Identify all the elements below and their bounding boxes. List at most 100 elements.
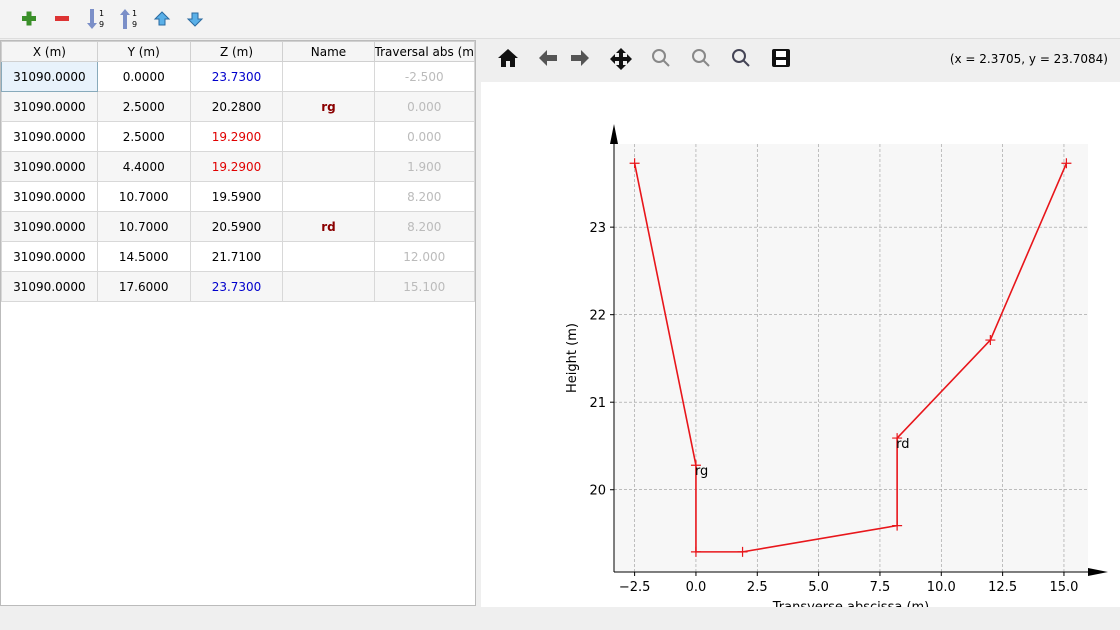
table-row: 31090.0000 14.5000 21.7100 12.000 (1, 241, 476, 272)
table-cell: 0.000 (373, 121, 476, 152)
y-axis-label: Height (m) (565, 323, 580, 393)
table-cell (282, 121, 375, 152)
table-cell: 19.2900 (189, 121, 284, 152)
table-panel: X (m) Y (m) Z (m) Name Traversal abs (m 31090… (0, 40, 476, 606)
table-cell: 8.200 (373, 181, 476, 212)
table-cell (282, 241, 375, 272)
table-cell: 10.7000 (96, 181, 191, 212)
plot-panel: (x = 2.3705, y = 23.7084) −2.5 0.0 2.5 5.0 7… (481, 40, 1120, 607)
table-cell: 10.7000 (96, 211, 191, 242)
table-cell: 2.5000 (96, 121, 191, 152)
x-tick-label: 7.5 (870, 580, 891, 595)
pan-button[interactable] (610, 48, 632, 70)
table-cell: 12.000 (373, 241, 476, 272)
table-cell: 4.4000 (96, 151, 191, 182)
table-row: 31090.0000 17.6000 23.7300 15.100 (1, 271, 476, 302)
zoom-button[interactable] (652, 49, 670, 67)
table-row: 31090.0000 4.4000 19.2900 1.900 (1, 151, 476, 182)
add-button[interactable] (22, 11, 36, 26)
cursor-coordinates: (x = 2.3705, y = 23.7084) (949, 52, 1108, 66)
table-cell: 31090.0000 (1, 211, 98, 242)
table-cell (282, 181, 375, 212)
x-tick-label: 12.5 (988, 580, 1017, 595)
svg-text:1: 1 (99, 9, 104, 18)
data-point (737, 546, 748, 557)
chart: −2.5 0.0 2.5 5.0 7.5 10.0 12.5 15.0 20 21 22 23 Tran… (565, 124, 1108, 607)
table-cell: rg (282, 91, 375, 122)
sort-desc-button[interactable]: 19 (120, 9, 137, 29)
x-tick-label: 0.0 (686, 580, 707, 595)
x-tick-label: 2.5 (747, 580, 768, 595)
x-axis-arrow (1088, 568, 1108, 576)
table-cell: 20.2800 (189, 91, 284, 122)
data-line (633, 162, 1068, 553)
y-axis-arrow (610, 124, 618, 144)
table-cell: 17.6000 (96, 271, 191, 302)
table-cell: 14.5000 (96, 241, 191, 272)
table-cell: 23.7300 (189, 61, 284, 92)
table-cell: 31090.0000 (1, 61, 98, 92)
status-bar (0, 607, 1120, 630)
back-button[interactable] (539, 50, 557, 66)
x-axis-label: Transverse abscissa (m) (772, 600, 930, 607)
table-row: 31090.0000 2.5000 19.2900 0.000 (1, 121, 476, 152)
data-point (892, 520, 903, 531)
move-down-button[interactable] (186, 12, 204, 27)
column-header: Name (282, 41, 375, 62)
table-row: 31090.0000 10.7000 19.5900 8.200 (1, 181, 476, 212)
remove-button[interactable] (55, 16, 69, 21)
column-header: Y (m) (96, 41, 191, 62)
plot-toolbar: (x = 2.3705, y = 23.7084) (481, 40, 1120, 82)
forward-button[interactable] (571, 50, 589, 66)
nav-icons (498, 48, 790, 70)
table-cell: 23.7300 (189, 271, 284, 302)
table-cell: 31090.0000 (1, 121, 98, 152)
column-header: X (m) (1, 41, 98, 62)
table-cell (282, 151, 375, 182)
home-button[interactable] (498, 49, 518, 67)
data-point (629, 158, 640, 169)
column-header: Traversal abs (m (373, 41, 476, 62)
plot-area (614, 144, 1088, 572)
table-cell: 0.0000 (96, 61, 191, 92)
table-cell: 15.100 (373, 271, 476, 302)
data-point (892, 433, 903, 444)
points-table: X (m) Y (m) Z (m) Name Traversal abs (m 31090… (1, 41, 476, 302)
zoom-fit-button[interactable] (732, 49, 750, 67)
table-cell (282, 271, 375, 302)
table-cell: 21.7100 (189, 241, 284, 272)
x-tick-label: −2.5 (619, 580, 651, 595)
table-cell: 31090.0000 (1, 181, 98, 212)
y-tick-label: 22 (589, 309, 606, 324)
y-tick-label: 23 (589, 221, 606, 236)
table-cell: 0.000 (373, 91, 476, 122)
table-cell: -2.500 (373, 61, 476, 92)
table-cell: 2.5000 (96, 91, 191, 122)
table-cell (282, 61, 375, 92)
annotation: rg (695, 464, 708, 479)
table-cell: 19.2900 (189, 151, 284, 182)
x-tick-label: 10.0 (927, 580, 956, 595)
svg-text:9: 9 (99, 20, 104, 29)
x-tick-label: 5.0 (808, 580, 829, 595)
table-row: 31090.0000 0.0000 23.7300 -2.500 (1, 61, 476, 92)
svg-text:9: 9 (132, 20, 137, 29)
y-tick-label: 21 (589, 396, 606, 411)
save-button[interactable] (772, 49, 790, 67)
y-tick-label: 20 (589, 484, 606, 499)
table-cell: 8.200 (373, 211, 476, 242)
svg-text:1: 1 (132, 9, 137, 18)
table-row: 31090.0000 2.5000 20.2800 rg 0.000 (1, 91, 476, 122)
table-cell: 19.5900 (189, 181, 284, 212)
column-header: Z (m) (189, 41, 284, 62)
move-up-button[interactable] (153, 11, 171, 26)
table-cell: 20.5900 (189, 211, 284, 242)
annotation: rd (896, 437, 909, 452)
table-cell: rd (282, 211, 375, 242)
x-tick-label: 15.0 (1049, 580, 1078, 595)
zoom-back-button[interactable] (692, 49, 710, 67)
sort-asc-button[interactable]: 19 (87, 9, 104, 29)
table-cell: 1.900 (373, 151, 476, 182)
